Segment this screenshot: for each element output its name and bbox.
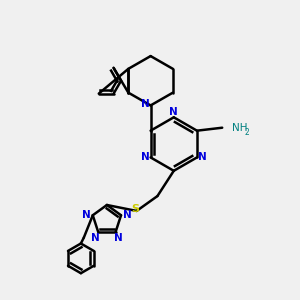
Text: N: N bbox=[198, 152, 207, 162]
Text: N: N bbox=[141, 99, 150, 109]
Text: 2: 2 bbox=[244, 128, 249, 137]
Text: N: N bbox=[123, 210, 131, 220]
Text: N: N bbox=[141, 152, 150, 162]
Text: N: N bbox=[169, 107, 178, 117]
Text: N: N bbox=[91, 233, 100, 243]
Text: S: S bbox=[131, 204, 139, 214]
Text: N: N bbox=[114, 233, 123, 243]
Text: N: N bbox=[82, 210, 91, 220]
Text: NH: NH bbox=[232, 123, 247, 133]
